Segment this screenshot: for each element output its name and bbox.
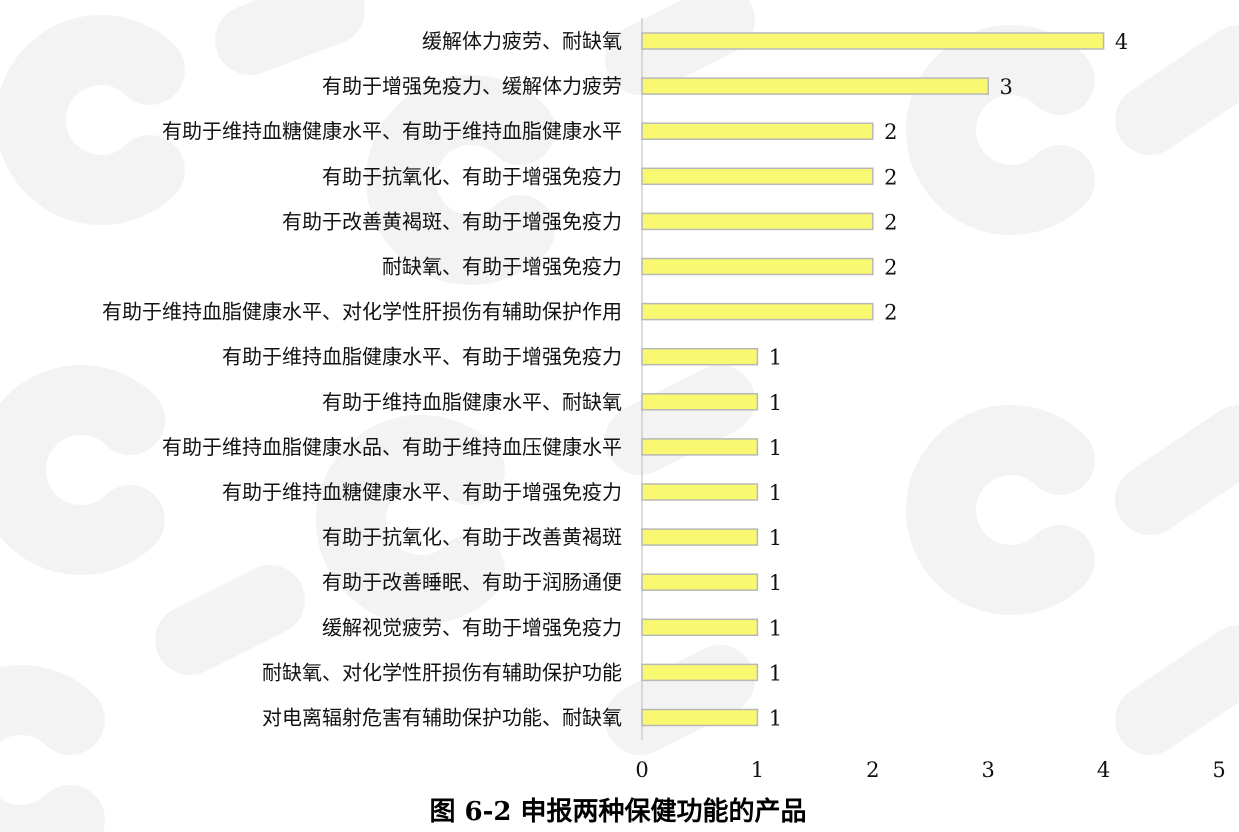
category-labels: 缓解体力疲劳、耐缺氧有助于增强免疫力、缓解体力疲劳有助于维持血糖健康水平、有助于… [102, 29, 622, 730]
category-label: 有助于维持血脂健康水平、对化学性肝损伤有辅助保护作用 [102, 300, 622, 324]
bar [641, 393, 759, 411]
data-label: 2 [884, 301, 897, 325]
bar [641, 528, 759, 546]
data-label: 4 [1115, 30, 1128, 54]
data-label: 1 [769, 481, 782, 505]
data-label: 1 [769, 707, 782, 731]
bar [641, 302, 874, 321]
data-label: 1 [769, 616, 782, 640]
bar [641, 573, 759, 591]
data-label: 1 [769, 391, 782, 415]
category-label: 有助于维持血糖健康水平、有助于维持血脂健康水平 [162, 119, 622, 143]
x-tick-label: 4 [1097, 758, 1110, 782]
data-label: 2 [884, 210, 897, 234]
watermark-logo-shape [1115, 625, 1239, 755]
bar [641, 32, 1105, 50]
data-labels: 4 3 2 2 2 2 2 1 1 1 1 1 1 1 1 1 [769, 30, 1129, 731]
category-label: 缓解视觉疲劳、有助于增强免疫力 [322, 615, 622, 639]
watermark-logo-shape [0, 665, 105, 832]
watermark-logo-shape [1115, 405, 1239, 535]
data-label: 1 [769, 436, 782, 460]
category-label: 缓解体力疲劳、耐缺氧 [422, 29, 622, 53]
watermark-logo-shape [0, 15, 185, 225]
data-label: 2 [884, 256, 897, 280]
x-tick-label: 3 [982, 758, 995, 782]
chart-caption: 图 6-2 申报两种保健功能的产品 [429, 796, 806, 827]
data-label: 3 [1000, 75, 1013, 99]
bar [641, 708, 759, 727]
watermark-logo-shape [906, 405, 1095, 615]
data-label: 1 [769, 526, 782, 550]
x-tick-labels: 0 1 2 3 4 5 [635, 758, 1225, 782]
bar [641, 212, 874, 231]
category-label: 有助于维持血脂健康水品、有助于维持血压健康水平 [162, 435, 622, 459]
bars [641, 32, 1105, 727]
watermark-logo-shape [906, 25, 1095, 235]
bar [641, 438, 759, 456]
category-label: 有助于抗氧化、有助于改善黄褐斑 [322, 525, 622, 549]
bar [641, 257, 874, 276]
category-label: 有助于增强免疫力、缓解体力疲劳 [322, 74, 622, 98]
watermark-logo-shape [1115, 25, 1239, 155]
category-label: 有助于改善睡眠、有助于润肠通便 [322, 570, 622, 594]
data-label: 1 [769, 661, 782, 685]
category-label: 对电离辐射危害有辅助保护功能、耐缺氧 [262, 706, 622, 730]
watermark-logo-shape [316, 415, 505, 625]
data-label: 2 [884, 165, 897, 189]
watermark-logo-shape [155, 565, 305, 675]
category-label: 有助于抗氧化、有助于增强免疫力 [322, 164, 622, 188]
watermark-logo-shape [0, 365, 165, 575]
category-label: 有助于维持血脂健康水平、有助于增强免疫力 [222, 345, 622, 369]
category-label: 有助于维持血脂健康水平、耐缺氧 [322, 390, 622, 414]
watermark-logo-shape [215, 0, 365, 75]
bar [641, 347, 759, 366]
x-tick-label: 2 [866, 758, 879, 782]
bar [641, 77, 989, 95]
data-label: 1 [769, 571, 782, 595]
x-tick-label: 0 [635, 758, 648, 782]
bar [641, 167, 874, 186]
category-label: 有助于改善黄褐斑、有助于增强免疫力 [282, 209, 622, 233]
x-tick-label: 1 [751, 758, 764, 782]
x-tick-label: 5 [1212, 758, 1225, 782]
bar [641, 483, 759, 501]
data-label: 1 [769, 346, 782, 370]
category-label: 有助于维持血糖健康水平、有助于增强免疫力 [222, 480, 622, 504]
category-label: 耐缺氧、有助于增强免疫力 [382, 255, 622, 279]
bar [641, 618, 759, 637]
watermark-logo-shape [366, 75, 555, 285]
bar [641, 663, 759, 682]
category-label: 耐缺氧、对化学性肝损伤有辅助保护功能 [262, 660, 622, 684]
data-label: 2 [884, 120, 897, 144]
bar [641, 122, 874, 140]
